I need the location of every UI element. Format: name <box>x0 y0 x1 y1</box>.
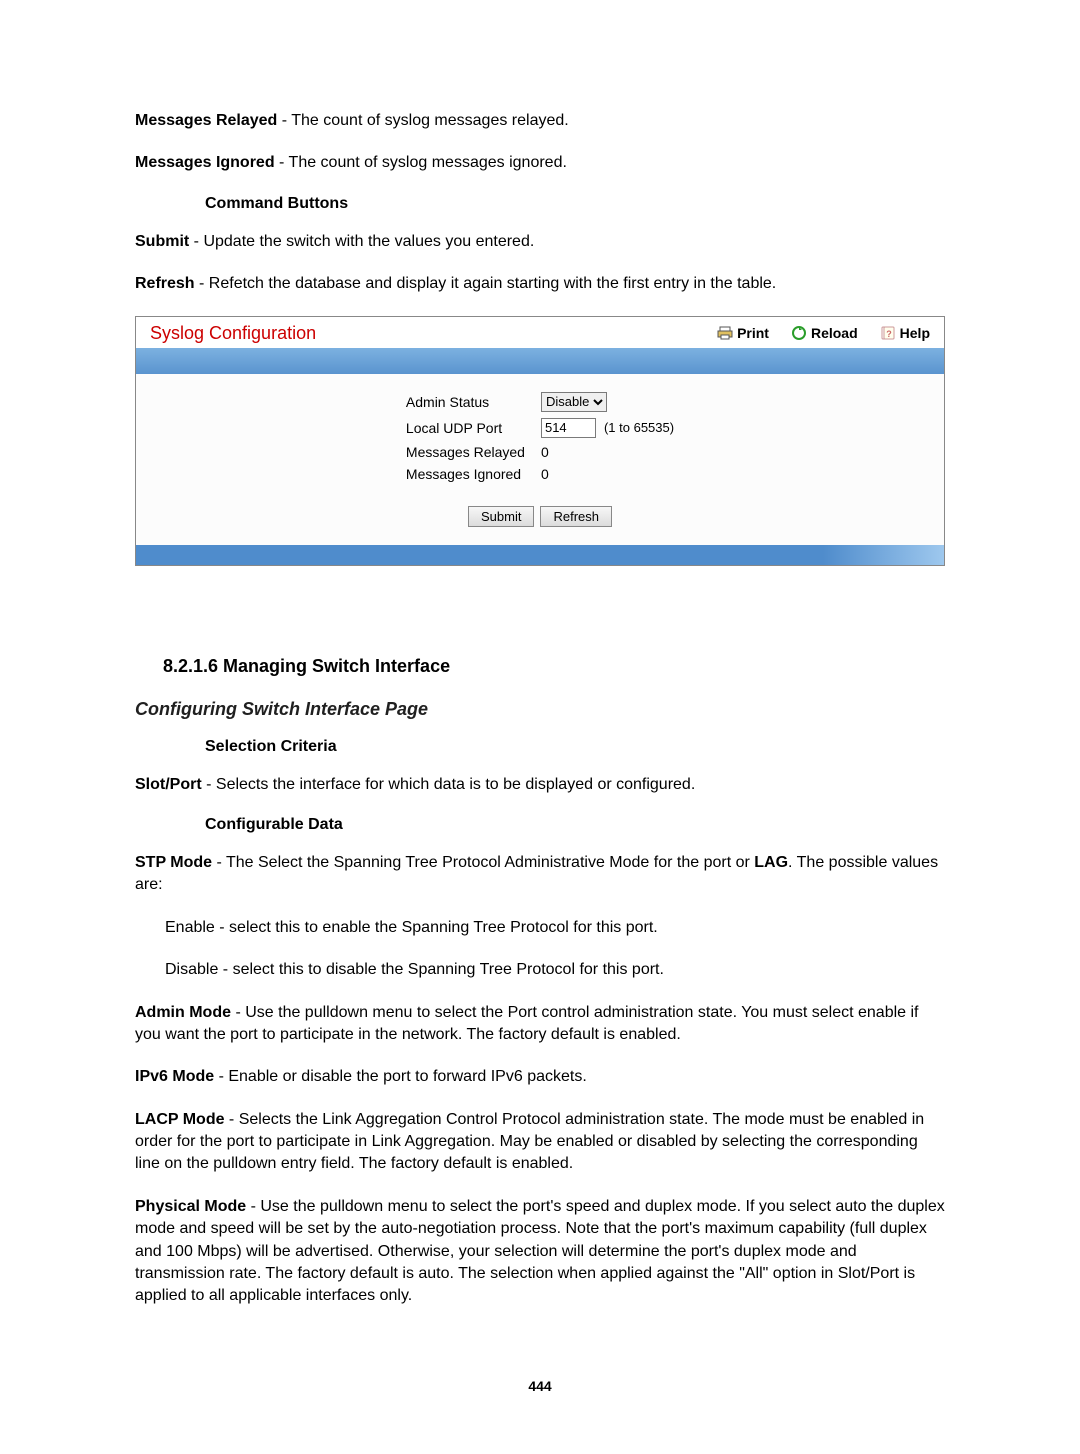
admin-status-label: Admin Status <box>406 394 525 410</box>
local-udp-input[interactable] <box>541 418 596 438</box>
help-icon: ? <box>880 325 896 341</box>
reload-action[interactable]: Reload <box>791 325 858 341</box>
messages-ignored-text: - The count of syslog messages ignored. <box>275 154 567 171</box>
admin-mode-para: Admin Mode - Use the pulldown menu to se… <box>135 1002 945 1047</box>
screenshot-bluebar-top <box>136 348 944 374</box>
stp-disable-para: Disable - select this to disable the Spa… <box>165 959 945 981</box>
config-form: Admin Status Disable Local UDP Port (1 t… <box>406 392 674 482</box>
physical-mode-para: Physical Mode - Use the pulldown menu to… <box>135 1196 945 1308</box>
stp-text-1: - The Select the Spanning Tree Protocol … <box>212 854 754 871</box>
admin-mode-label: Admin Mode <box>135 1004 231 1021</box>
messages-relayed-label: Messages Relayed <box>135 112 277 129</box>
msgs-ignored-value: 0 <box>541 466 674 482</box>
physical-mode-text: - Use the pulldown menu to select the po… <box>135 1198 945 1305</box>
refresh-desc-para: Refresh - Refetch the database and displ… <box>135 273 945 295</box>
messages-ignored-label: Messages Ignored <box>135 154 275 171</box>
reload-label: Reload <box>811 325 858 341</box>
stp-para: STP Mode - The Select the Spanning Tree … <box>135 852 945 897</box>
submit-desc-label: Submit <box>135 233 189 250</box>
submit-desc-para: Submit - Update the switch with the valu… <box>135 231 945 253</box>
lacp-mode-text: - Selects the Link Aggregation Control P… <box>135 1111 924 1173</box>
syslog-config-screenshot: Syslog Configuration Print Reload ? Help <box>135 316 945 566</box>
print-action[interactable]: Print <box>717 325 769 341</box>
stp-enable-para: Enable - select this to enable the Spann… <box>165 917 945 939</box>
msgs-relayed-label: Messages Relayed <box>406 444 525 460</box>
messages-ignored-para: Messages Ignored - The count of syslog m… <box>135 152 945 174</box>
screenshot-actions: Print Reload ? Help <box>717 325 930 341</box>
section-italic-heading: Configuring Switch Interface Page <box>135 699 945 720</box>
reload-icon <box>791 325 807 341</box>
help-label: Help <box>900 325 930 341</box>
configurable-data-heading: Configurable Data <box>205 816 945 834</box>
refresh-desc-text: - Refetch the database and display it ag… <box>195 275 777 292</box>
ipv6-mode-text: - Enable or disable the port to forward … <box>214 1068 587 1085</box>
slotport-label: Slot/Port <box>135 776 202 793</box>
print-label: Print <box>737 325 769 341</box>
page-number: 444 <box>135 1378 945 1394</box>
ipv6-mode-para: IPv6 Mode - Enable or disable the port t… <box>135 1066 945 1088</box>
admin-status-select[interactable]: Disable <box>541 392 607 412</box>
svg-text:?: ? <box>886 329 892 339</box>
screenshot-header: Syslog Configuration Print Reload ? Help <box>136 317 944 348</box>
admin-mode-text: - Use the pulldown menu to select the Po… <box>135 1004 918 1043</box>
submit-button[interactable]: Submit <box>468 506 534 527</box>
selection-criteria-heading: Selection Criteria <box>205 738 945 756</box>
refresh-desc-label: Refresh <box>135 275 195 292</box>
screenshot-body: Admin Status Disable Local UDP Port (1 t… <box>136 374 944 545</box>
button-row: Submit Refresh <box>468 506 612 527</box>
ipv6-mode-label: IPv6 Mode <box>135 1068 214 1085</box>
slotport-para: Slot/Port - Selects the interface for wh… <box>135 774 945 796</box>
messages-relayed-para: Messages Relayed - The count of syslog m… <box>135 110 945 132</box>
command-buttons-heading: Command Buttons <box>205 195 945 213</box>
stp-lag: LAG <box>754 854 788 871</box>
screenshot-bluebar-bottom <box>136 545 944 565</box>
messages-relayed-text: - The count of syslog messages relayed. <box>277 112 568 129</box>
help-action[interactable]: ? Help <box>880 325 930 341</box>
local-udp-label: Local UDP Port <box>406 420 525 436</box>
slotport-text: - Selects the interface for which data i… <box>202 776 696 793</box>
physical-mode-label: Physical Mode <box>135 1198 246 1215</box>
screenshot-title: Syslog Configuration <box>150 323 717 344</box>
msgs-relayed-value: 0 <box>541 444 674 460</box>
stp-label: STP Mode <box>135 854 212 871</box>
lacp-mode-label: LACP Mode <box>135 1111 224 1128</box>
local-udp-range: (1 to 65535) <box>604 420 674 435</box>
print-icon <box>717 325 733 341</box>
msgs-ignored-label: Messages Ignored <box>406 466 525 482</box>
submit-desc-text: - Update the switch with the values you … <box>189 233 534 250</box>
section-number-heading: 8.2.1.6 Managing Switch Interface <box>163 656 945 677</box>
refresh-button[interactable]: Refresh <box>540 506 612 527</box>
lacp-mode-para: LACP Mode - Selects the Link Aggregation… <box>135 1109 945 1176</box>
